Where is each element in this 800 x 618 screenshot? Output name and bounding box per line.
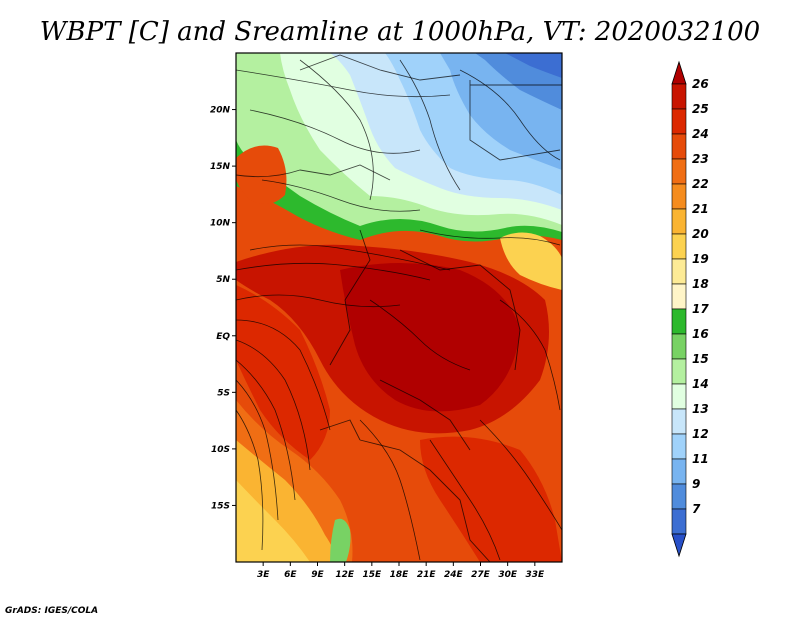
colorbar-label: 26	[692, 77, 709, 91]
colorbar-label: 9	[692, 477, 700, 491]
colorbar-max-triangle	[671, 60, 687, 85]
lon-tick-label: 33E	[525, 570, 545, 580]
colorbar-label: 17	[692, 302, 709, 316]
lat-tick-label: 15N	[210, 162, 231, 172]
streamlines	[236, 59, 562, 561]
colorbar-label: 13	[692, 402, 709, 416]
lon-tick-label: 9E	[311, 570, 324, 580]
lat-tick-label: 20N	[210, 106, 231, 116]
colorbar-label: 16	[692, 327, 709, 341]
colorbar-label: 18	[692, 277, 709, 291]
colorbar-segment	[671, 133, 687, 160]
colorbar-segment	[671, 333, 687, 360]
colorbar-segment	[671, 483, 687, 510]
lon-tick-label: 3E	[257, 570, 270, 580]
longitude-axis: 3E 6E 9E 12E 15E 18E 21E 24E 27E 30E 33E	[257, 562, 545, 580]
colorbar-label: 22	[692, 177, 709, 191]
chart-title: WBPT [C] and Sreamline at 1000hPa, VT: 2…	[40, 17, 760, 47]
colorbar-label: 15	[692, 352, 709, 366]
colorbar-segment	[671, 458, 687, 485]
lon-tick-label: 12E	[335, 570, 355, 580]
lon-tick-label: 18E	[390, 570, 410, 580]
colorbar-label: 11	[692, 452, 709, 466]
colorbar-segment	[671, 308, 687, 335]
lat-tick-label: 10S	[211, 445, 230, 455]
colorbar-segment	[671, 108, 687, 135]
colorbar-label: 25	[692, 102, 709, 116]
country-borders	[236, 54, 562, 562]
lat-tick-label: 5S	[217, 388, 230, 398]
colorbar-segment	[671, 233, 687, 260]
colorbar-segment	[671, 208, 687, 235]
colorbar-label: 24	[692, 127, 709, 141]
temperature-field	[236, 53, 562, 562]
colorbar-segment	[671, 408, 687, 435]
colorbar-segment	[671, 358, 687, 385]
lon-tick-label: 30E	[498, 570, 518, 580]
colorbar-segment	[671, 183, 687, 210]
colorbar-min-triangle	[671, 533, 687, 558]
colorbar-segment	[671, 383, 687, 410]
lon-tick-label: 21E	[417, 570, 437, 580]
colorbar-segment	[671, 508, 687, 535]
map-panel: 20N 15N 10N 5N EQ 5S 10S 15S 3E 6E 9E 12E 15E 18E 21E…	[210, 52, 563, 580]
lat-tick-label: EQ	[216, 332, 230, 342]
colorbar-label: 21	[692, 202, 709, 216]
colorbar-label: 12	[692, 427, 709, 441]
colorbar-label: 20	[692, 227, 709, 241]
lat-tick-label: 15S	[211, 501, 230, 511]
colorbar-segment	[671, 258, 687, 285]
colorbar-label: 23	[692, 152, 709, 166]
colorbar: 26 25 24 23 22 21 20 19 18 17 16 15 14 13 12 11 9 7	[671, 60, 709, 558]
colorbar-segment	[671, 83, 687, 110]
lon-tick-label: 15E	[362, 570, 382, 580]
colorbar-label: 19	[692, 252, 709, 266]
latitude-axis: 20N 15N 10N 5N EQ 5S 10S 15S	[210, 106, 236, 511]
lat-tick-label: 5N	[216, 275, 230, 285]
colorbar-label: 7	[692, 502, 701, 516]
lon-tick-label: 24E	[444, 570, 464, 580]
lat-tick-label: 10N	[210, 219, 231, 229]
grads-credit: GrADS: IGES/COLA	[5, 606, 98, 616]
colorbar-segment	[671, 433, 687, 460]
lon-tick-label: 6E	[284, 570, 297, 580]
lon-tick-label: 27E	[471, 570, 491, 580]
colorbar-segment	[671, 283, 687, 310]
colorbar-segment	[671, 158, 687, 185]
colorbar-label: 14	[692, 377, 709, 391]
